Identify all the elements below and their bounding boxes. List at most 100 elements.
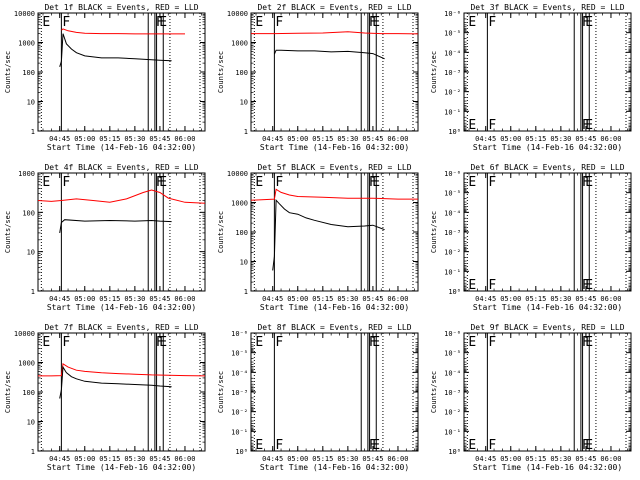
y-tick-label: 10⁻² bbox=[444, 409, 461, 417]
x-tick-label: 05:30 bbox=[337, 455, 358, 463]
events-series-line bbox=[273, 49, 385, 60]
y-tick-label: 10 bbox=[27, 249, 35, 257]
panel-title: Det 2f BLACK = Events, RED = LLD bbox=[257, 3, 411, 12]
y-tick-label: 10⁻⁵ bbox=[231, 350, 248, 358]
flag-marker-F: F bbox=[62, 175, 70, 190]
x-tick-label: 05:45 bbox=[362, 455, 383, 463]
y-tick-label: 1000 bbox=[18, 360, 35, 368]
y-tick-label: 1000 bbox=[231, 40, 248, 48]
flag-marker-E: E bbox=[585, 175, 593, 190]
x-axis-label: Start Time (14-Feb-16 04:32:00) bbox=[473, 303, 622, 312]
y-tick-label: 10000 bbox=[14, 330, 35, 338]
y-tick-label: 1 bbox=[244, 128, 248, 136]
panel-det-1: Det 1f BLACK = Events, RED = LLD 1 10 100 10… bbox=[4, 3, 206, 152]
lld-series-line bbox=[61, 28, 185, 35]
flag-marker-F: F bbox=[488, 175, 496, 190]
x-tick-label: 05:00 bbox=[500, 135, 521, 143]
flag-marker-E: E bbox=[255, 175, 263, 190]
x-tick-label: 06:00 bbox=[600, 295, 621, 303]
y-tick-label: 10⁻⁶ bbox=[444, 330, 461, 338]
x-tick-label: 06:00 bbox=[174, 295, 195, 303]
flag-marker-E: E bbox=[255, 15, 263, 30]
y-tick-label: 10⁰ bbox=[235, 448, 248, 456]
y-axis-label: Counts/sec bbox=[430, 211, 438, 253]
x-tick-label: 04:45 bbox=[49, 295, 70, 303]
flag-marker-E: E bbox=[468, 438, 476, 453]
y-tick-label: 10⁻¹ bbox=[231, 428, 248, 436]
x-tick-label: 05:45 bbox=[575, 455, 596, 463]
panel-title: Det 1f BLACK = Events, RED = LLD bbox=[44, 3, 198, 12]
panel-title: Det 4f BLACK = Events, RED = LLD bbox=[44, 163, 198, 172]
y-tick-label: 10⁻³ bbox=[231, 389, 248, 397]
x-tick-label: 05:00 bbox=[74, 135, 95, 143]
flag-marker-E: E bbox=[468, 15, 476, 30]
flag-marker-E: E bbox=[468, 278, 476, 293]
plot-frame bbox=[463, 332, 632, 452]
flag-marker-E: E bbox=[468, 118, 476, 133]
x-tick-label: 05:45 bbox=[362, 135, 383, 143]
flag-marker-F: F bbox=[275, 335, 283, 350]
y-tick-label: 10⁻⁴ bbox=[444, 369, 461, 377]
panel-title: Det 6f BLACK = Events, RED = LLD bbox=[470, 163, 624, 172]
panel-title: Det 7f BLACK = Events, RED = LLD bbox=[44, 323, 198, 332]
panel-det-5: Det 5f BLACK = Events, RED = LLD 1 10 100 10… bbox=[217, 163, 419, 312]
y-axis-label: Counts/sec bbox=[430, 51, 438, 93]
x-tick-label: 05:30 bbox=[550, 455, 571, 463]
flag-marker-F: F bbox=[582, 175, 590, 190]
y-axis-label: Counts/sec bbox=[430, 371, 438, 413]
y-tick-label: 10⁻² bbox=[444, 249, 461, 257]
x-tick-label: 06:00 bbox=[600, 455, 621, 463]
y-tick-label: 1 bbox=[244, 288, 248, 296]
flag-marker-E: E bbox=[585, 278, 593, 293]
x-tick-label: 05:00 bbox=[287, 295, 308, 303]
y-tick-label: 10⁰ bbox=[448, 288, 461, 296]
panel-det-2: Det 2f BLACK = Events, RED = LLD 1 10 100 10… bbox=[217, 3, 419, 152]
y-axis-label: Counts/sec bbox=[217, 371, 225, 413]
flag-marker-E: E bbox=[585, 118, 593, 133]
x-tick-label: 04:45 bbox=[262, 135, 283, 143]
flag-marker-F: F bbox=[488, 335, 496, 350]
y-tick-label: 10⁻⁴ bbox=[444, 209, 461, 217]
x-tick-label: 05:15 bbox=[525, 135, 546, 143]
flag-marker-E: E bbox=[42, 175, 50, 190]
panel-det-4: Det 4f BLACK = Events, RED = LLD 1 10 100 10… bbox=[4, 163, 206, 312]
panel-det-7: Det 7f BLACK = Events, RED = LLD 1 10 100 10… bbox=[4, 323, 206, 472]
x-tick-label: 05:00 bbox=[74, 295, 95, 303]
y-axis-label: Counts/sec bbox=[217, 211, 225, 253]
flag-marker-E: E bbox=[159, 335, 167, 350]
flag-marker-F: F bbox=[582, 15, 590, 30]
x-tick-label: 05:00 bbox=[500, 455, 521, 463]
plot-frame bbox=[250, 12, 419, 132]
y-tick-label: 10000 bbox=[227, 170, 248, 178]
y-tick-label: 10⁰ bbox=[448, 448, 461, 456]
x-tick-label: 05:00 bbox=[74, 455, 95, 463]
y-tick-label: 1000 bbox=[231, 200, 248, 208]
y-tick-label: 1000 bbox=[18, 40, 35, 48]
events-series-line bbox=[59, 219, 172, 233]
panel-title: Det 3f BLACK = Events, RED = LLD bbox=[470, 3, 624, 12]
y-tick-label: 1 bbox=[31, 288, 35, 296]
panel-title: Det 5f BLACK = Events, RED = LLD bbox=[257, 163, 411, 172]
y-tick-label: 10 bbox=[27, 99, 35, 107]
y-tick-label: 100 bbox=[22, 69, 35, 77]
flag-marker-F: F bbox=[582, 438, 590, 453]
panel-det-8: Det 8f BLACK = Events, RED = LLD 10⁰ 10⁻¹ 1… bbox=[217, 323, 419, 472]
flag-marker-E: E bbox=[255, 335, 263, 350]
x-tick-label: 05:45 bbox=[149, 295, 170, 303]
x-tick-label: 05:15 bbox=[99, 295, 120, 303]
flag-marker-F: F bbox=[62, 15, 70, 30]
x-tick-label: 04:45 bbox=[262, 455, 283, 463]
y-tick-label: 10⁻⁵ bbox=[444, 190, 461, 198]
flag-marker-E: E bbox=[585, 438, 593, 453]
events-series-line bbox=[59, 365, 172, 399]
x-tick-label: 05:30 bbox=[124, 135, 145, 143]
flag-marker-E: E bbox=[468, 335, 476, 350]
flag-marker-E: E bbox=[372, 175, 380, 190]
x-tick-label: 05:30 bbox=[550, 135, 571, 143]
y-axis-label: Counts/sec bbox=[4, 371, 12, 413]
x-axis-label: Start Time (14-Feb-16 04:32:00) bbox=[473, 143, 622, 152]
x-tick-label: 05:00 bbox=[287, 455, 308, 463]
flag-marker-E: E bbox=[42, 335, 50, 350]
events-series-line bbox=[59, 33, 172, 67]
x-tick-label: 05:30 bbox=[550, 295, 571, 303]
